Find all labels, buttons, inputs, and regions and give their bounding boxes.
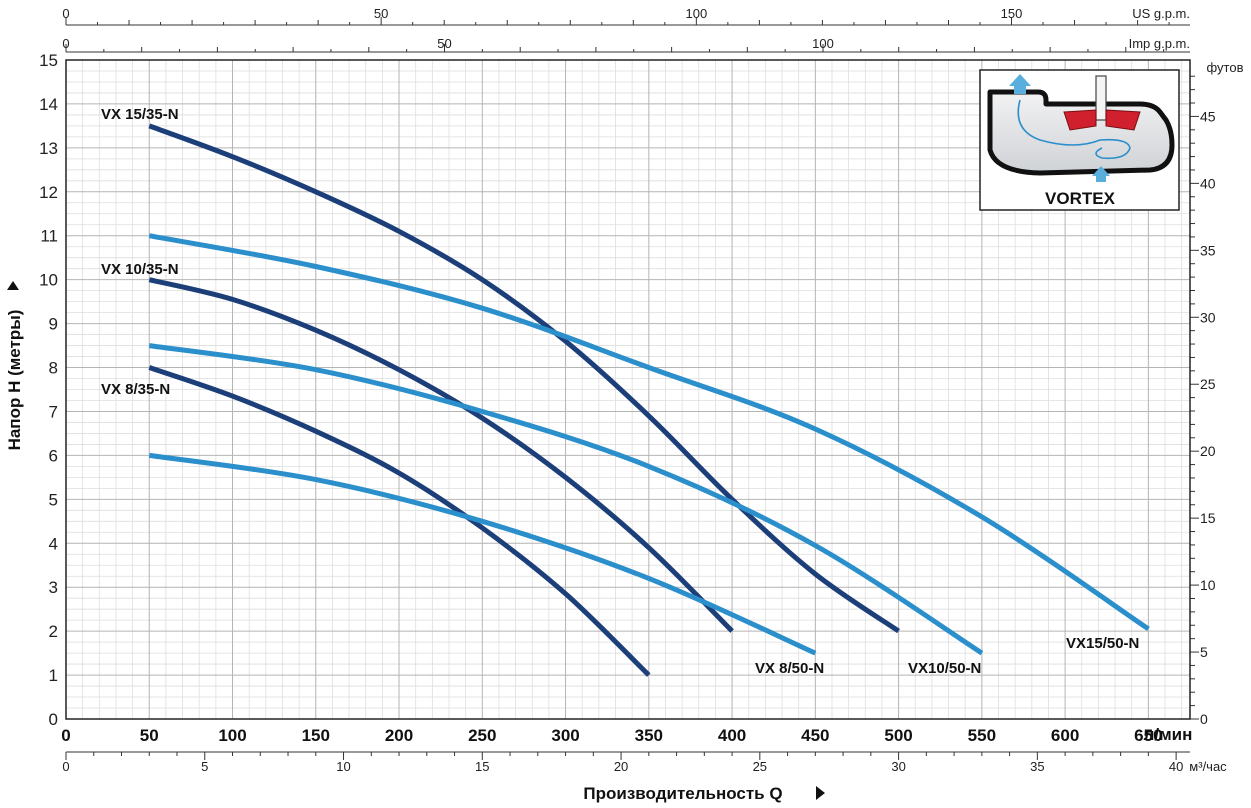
y-tick-label: 15 [39,51,58,70]
imp-gpm-tick-label: 0 [62,36,69,51]
y-tick-label: 2 [49,622,58,641]
y-axis-title: Напор H (метры) [5,310,24,451]
y-tick-label: 12 [39,183,58,202]
x-axis-arrow-icon [816,786,825,800]
y-tick-label: 0 [49,710,58,729]
y-tick-label: 6 [49,446,58,465]
y-tick-label: 1 [49,666,58,685]
feet-tick-label: 0 [1200,711,1208,727]
feet-tick-label: 5 [1200,644,1208,660]
x-tick-label: 300 [551,726,579,745]
y-tick-label: 8 [49,359,58,378]
feet-tick-label: 35 [1200,242,1216,258]
plot-frame [65,59,1191,720]
series-label: VX 10/35-N [101,261,179,278]
inflow-arrow-icon [1092,166,1110,182]
y-tick-label: 4 [49,534,58,553]
feet-tick-label: 30 [1200,309,1216,325]
m3h-axis: 0 5 10 15 20 25 30 35 40 [62,752,1183,774]
x-tick-label: 650 [1134,726,1162,745]
m3h-tick-label: 0 [62,759,69,774]
y-tick-label: 3 [49,578,58,597]
pump-shaft [1095,75,1107,121]
series-label: VX10/50-N [908,660,981,677]
x-tick-label: 500 [884,726,912,745]
us-gpm-tick-label: 50 [374,6,388,21]
y-tick-label: 7 [49,402,58,421]
y-tick-label: 14 [39,95,58,114]
series-line [148,365,651,677]
us-gpm-tick-label: 0 [62,6,69,21]
series-line [148,343,984,656]
y-axis-arrow-icon [7,281,19,290]
x-tick-label: 350 [635,726,663,745]
m3h-tick-label: 35 [1030,759,1044,774]
m3h-tick-label: 20 [614,759,628,774]
us-gpm-tick-label: 150 [1001,6,1023,21]
x-tick-label: 400 [718,726,746,745]
feet-tick-label: 45 [1200,108,1216,124]
x-lpm-unit: л/мин [1144,725,1193,744]
series-label: VX 15/35-N [101,106,179,123]
feet-tick-label: 20 [1200,443,1216,459]
x-tick-label: 550 [968,726,996,745]
imp-gpm-unit: Imp g.p.m. [1129,36,1190,51]
x-tick-label: 50 [140,726,159,745]
series-line [148,277,734,633]
m3h-tick-label: 5 [201,759,208,774]
m3h-tick-label: 10 [336,759,350,774]
outflow-arrow-icon [1009,74,1031,94]
impeller-left-icon [1063,109,1097,131]
series-line [148,452,817,656]
y-axis-feet: 0 5 10 15 20 25 30 35 40 45 [1190,75,1216,727]
x-tick-label: 250 [468,726,496,745]
series-label: VX15/50-N [1066,635,1139,652]
inset-title: VORTEX [1045,189,1116,208]
series-labels: VX 15/35-N VX 10/35-N VX 8/35-N VX15/50-N VX… [101,106,1139,677]
imp-gpm-tick-label: 100 [812,36,834,51]
x-tick-label: 450 [801,726,829,745]
series-line [148,123,901,634]
us-gpm-axis: 0 50 100 150 [62,6,1170,25]
x-axis-title: Производительность Q [583,784,782,803]
m3h-tick-label: 25 [753,759,767,774]
y-tick-label: 13 [39,139,58,158]
feet-tick-label: 25 [1200,376,1216,392]
vortex-inset: VORTEX [979,69,1180,211]
impeller-right-icon [1105,109,1141,131]
x-tick-label: 0 [61,726,70,745]
performance-curves [148,123,1150,677]
series-label: VX 8/50-N [755,660,824,677]
x-tick-label: 100 [218,726,246,745]
x-tick-label: 200 [385,726,413,745]
us-gpm-unit: US g.p.m. [1132,6,1190,21]
feet-tick-label: 40 [1200,175,1216,191]
pump-housing [987,89,1175,176]
m3h-unit: м³/час [1189,759,1227,774]
y-tick-label: 5 [49,490,58,509]
m3h-tick-label: 40 [1169,759,1183,774]
imp-gpm-axis: 0 50 100 [62,36,1165,52]
x-tick-label: 150 [302,726,330,745]
m3h-tick-label: 15 [475,759,489,774]
vortex-flow-path [1017,99,1131,160]
series-label: VX 8/35-N [101,381,170,398]
x-axis-lpm: 0 50 100 150 200 250 300 350 400 450 500 550 600 650 [61,726,1162,745]
imp-gpm-tick-label: 50 [437,36,451,51]
series-line [148,233,1150,631]
feet-tick-label: 15 [1200,510,1216,526]
y-tick-label: 9 [49,315,58,334]
y-ft-unit: футов [1207,60,1244,75]
feet-tick-label: 10 [1200,577,1216,593]
x-tick-label: 600 [1051,726,1079,745]
y-tick-label: 11 [40,227,58,246]
m3h-tick-label: 30 [891,759,905,774]
y-tick-label: 10 [39,271,58,290]
us-gpm-tick-label: 100 [685,6,707,21]
